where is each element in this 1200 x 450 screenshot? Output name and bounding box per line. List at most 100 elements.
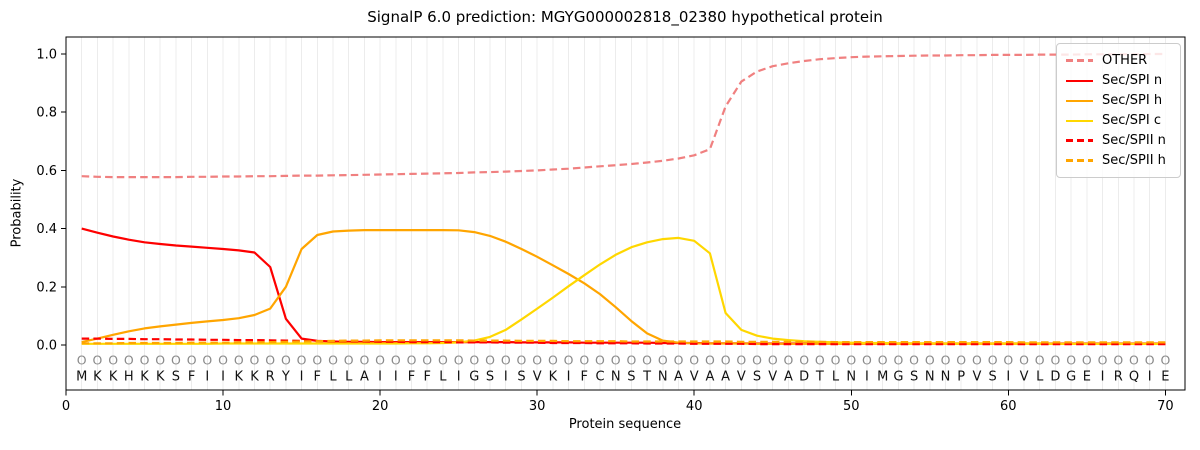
sequence-letter: Y [281,370,290,385]
sequence-letter: H [124,370,134,385]
sequence-letter: E [1083,370,1091,385]
residue-annotation: O [736,353,746,368]
curve-other [81,52,1166,179]
legend-entry-other: OTHER [1066,51,1172,70]
sequence-letter: V [737,370,746,385]
sequence-letter: N [611,370,621,385]
sequence-letter: N [925,370,935,385]
sequence-letter: C [595,370,604,385]
residue-annotation: O [862,353,872,368]
sequence-letter: K [250,370,259,385]
legend-entry-sec-spi-h: Sec/SPI h [1066,91,1172,110]
residue-annotation: O [611,353,621,368]
residue-annotation: O [469,353,479,368]
sequence-letter: L [439,370,447,385]
legend-label: Sec/SPI h [1102,93,1163,108]
sequence-letter: F [314,370,321,385]
residue-annotation: O [815,353,825,368]
sequence-letter: F [408,370,415,385]
sequence-letter: S [988,370,996,385]
legend: OTHER Sec/SPI n Sec/SPI h Sec/SPI c Sec/SPII… [1056,43,1181,178]
x-axis-label: Protein sequence [568,417,682,432]
sequence-letter: F [188,370,195,385]
residue-annotation: O [1160,353,1170,368]
sequence-letter: V [972,370,981,385]
sequence-letter: I [504,370,508,385]
sequence-letter: I [865,370,869,385]
residue-annotation: O [752,353,762,368]
residue-annotation: O [344,353,354,368]
legend-line-sample [1066,119,1093,122]
y-tick-label: 0.6 [36,164,57,179]
legend-entry-sec-spi-c: Sec/SPI c [1066,111,1172,130]
curve-sec-spii-n [81,337,1166,346]
y-tick-label: 0.8 [36,106,57,121]
sequence-letter: L [329,370,337,385]
sequence-letter: K [93,370,102,385]
residue-annotation: O [359,353,369,368]
residue-annotation: O [1145,353,1155,368]
residue-annotation: O [642,353,652,368]
plot-border [65,36,1186,391]
sequence-letter: I [1148,370,1152,385]
sequence-letter: G [469,370,479,385]
residue-annotation: O [92,353,102,368]
residue-annotation: O [972,353,982,368]
sequence-letter: R [1114,370,1123,385]
sequence-letter: N [846,370,856,385]
sequence-letter: A [705,370,714,385]
legend-entry-sec-spi-n: Sec/SPI n [1066,71,1172,90]
sequence-letter: K [234,370,243,385]
residue-annotation: O [1035,353,1045,368]
sequence-letter: I [205,370,209,385]
sequence-letter: S [753,370,761,385]
legend-entry-sec-spii-h: Sec/SPII h [1066,151,1172,170]
residue-annotation: O [454,353,464,368]
sequence-letter: N [658,370,668,385]
sequence-letter: I [394,370,398,385]
residue-annotation: O [218,353,228,368]
sequence-letter: A [360,370,369,385]
residue-annotation: O [517,353,527,368]
legend-line-sample [1066,159,1093,162]
residue-annotation: O [941,353,951,368]
sequence-letter: N [941,370,951,385]
residue-annotation: O [77,353,87,368]
residue-annotation: O [171,353,181,368]
y-axis-label: Probability [9,178,25,248]
residue-annotation: O [1051,353,1061,368]
sequence-letter: L [832,370,840,385]
legend-label: Sec/SPII h [1102,153,1166,168]
residue-annotation: O [1113,353,1123,368]
residue-annotation: O [485,353,495,368]
sequence-letter: V [768,370,777,385]
residue-annotation: O [1129,353,1139,368]
x-axis: 0 10 20 30 40 50 60 70 [62,390,1174,414]
residue-annotation: O [564,353,574,368]
residue-annotation: O [658,353,668,368]
x-tick-label: 20 [372,399,389,414]
y-tick-label: 0.0 [36,339,57,354]
residue-annotation: O [1003,353,1013,368]
residue-annotation: O [1082,353,1092,368]
x-tick-label: 40 [686,399,703,414]
sequence-letter: I [1101,370,1105,385]
sequence-letter: S [627,370,635,385]
sequence-letter: L [1036,370,1044,385]
x-tick-label: 30 [529,399,546,414]
residue-annotation: O [155,353,165,368]
legend-label: Sec/SPI c [1102,113,1161,128]
residue-annotation: O [501,353,511,368]
sequence-letter: Q [1129,370,1139,385]
residue-annotation: O [831,353,841,368]
sequence-letter: I [378,370,382,385]
residue-annotation: O [768,353,778,368]
sequence-letter: D [799,370,809,385]
residue-annotation: O [375,353,385,368]
residue-annotation: O [391,353,401,368]
legend-line-sample [1066,59,1093,62]
residue-annotation: O [1019,353,1029,368]
legend-line-sample [1066,139,1093,142]
residue-annotation: O [407,353,417,368]
